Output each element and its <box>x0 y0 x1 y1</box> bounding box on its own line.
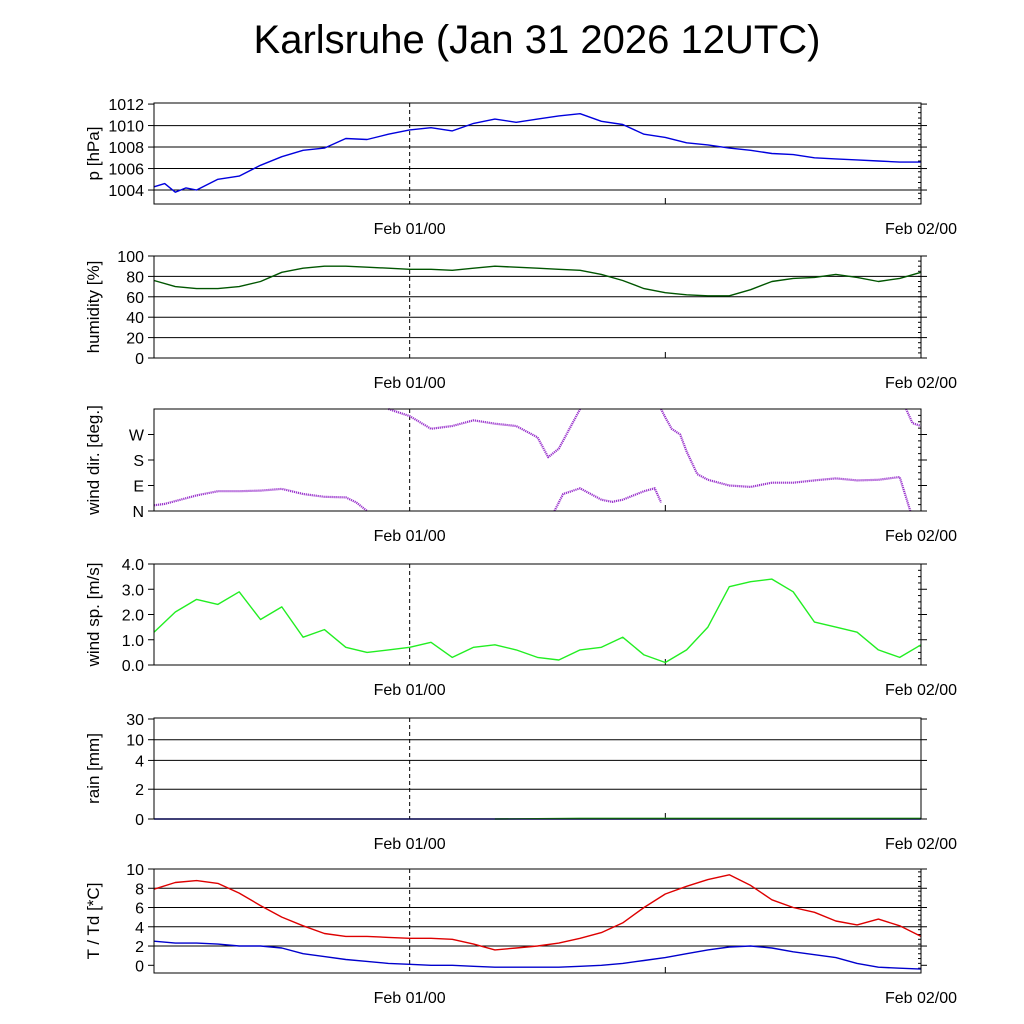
temperature-xtick-label-0: Feb 01/00 <box>374 990 446 1007</box>
pressure-ytick-label-2: 1008 <box>108 140 144 157</box>
humidity-ytick-label-5: 100 <box>117 249 144 266</box>
wind_direction-series-3 <box>660 408 912 512</box>
wind_direction-frame <box>153 408 922 512</box>
wind_speed-ytick-label-0: 0.0 <box>122 658 144 675</box>
temperature-ytick-label-4: 8 <box>135 881 144 898</box>
rain-ytick-label-1: 2 <box>135 782 144 799</box>
humidity-ytick-label-1: 20 <box>126 331 144 348</box>
temperature-ytick-label-3: 6 <box>135 901 144 918</box>
wind_direction-series-0 <box>153 487 368 512</box>
rain-frame <box>153 717 922 820</box>
humidity-axis-title: humidity [%] <box>84 261 103 354</box>
temperature-ytick-label-1: 2 <box>135 939 144 956</box>
wind_speed-series-0 <box>153 578 922 664</box>
temperature-ytick-label-5: 10 <box>126 862 144 879</box>
wind_speed-ytick-label-4: 4.0 <box>122 557 144 574</box>
wind_direction-ytick-label-3: W <box>129 428 145 445</box>
humidity-ytick-label-0: 0 <box>135 351 144 368</box>
rain-axis-title: rain [mm] <box>84 733 103 804</box>
rain-xtick-label-0: Feb 01/00 <box>374 836 446 853</box>
rain-ytick-label-0: 0 <box>135 812 144 829</box>
wind_speed-ytick-label-3: 3.0 <box>122 582 144 599</box>
wind_direction-axis-title: wind dir. [deg.] <box>84 405 103 516</box>
temperature-ytick-label-0: 0 <box>135 958 144 975</box>
rain-ytick-label-4: 30 <box>126 712 144 729</box>
wind_speed-xtick-label-1: Feb 02/00 <box>885 682 957 699</box>
wind_direction-ytick-label-2: S <box>133 453 144 470</box>
temperature-ytick-label-2: 4 <box>135 920 144 937</box>
humidity-xtick-label-1: Feb 02/00 <box>885 375 957 392</box>
rain-xtick-label-1: Feb 02/00 <box>885 836 957 853</box>
wind_speed-frame <box>153 563 922 666</box>
humidity-ytick-label-2: 40 <box>126 310 144 327</box>
pressure-xtick-label-1: Feb 02/00 <box>885 221 957 238</box>
pressure-series-0 <box>153 113 921 193</box>
rain-ytick-label-3: 10 <box>126 733 144 750</box>
pressure-ytick-label-1: 1006 <box>108 162 144 179</box>
pressure-ytick-label-4: 1012 <box>108 97 144 114</box>
temperature-frame <box>153 868 922 974</box>
wind_direction-series-4 <box>905 408 922 428</box>
pressure-frame <box>153 102 922 205</box>
wind_speed-xtick-label-0: Feb 01/00 <box>374 682 446 699</box>
chart-title: Karlsruhe (Jan 31 2026 12UTC) <box>253 18 821 62</box>
wind_speed-axis-title: wind sp. [m/s] <box>84 563 103 668</box>
humidity-xtick-label-0: Feb 01/00 <box>374 375 446 392</box>
humidity-frame <box>153 255 922 359</box>
wind_speed-ytick-label-1: 1.0 <box>122 633 144 650</box>
humidity-series-0 <box>153 265 922 297</box>
temperature-axis-title: T / Td [*C] <box>84 883 103 960</box>
temperature-series-0 <box>153 874 922 951</box>
pressure-ytick-label-0: 1004 <box>108 183 144 200</box>
wind_direction-xtick-label-1: Feb 02/00 <box>885 528 957 545</box>
pressure-xtick-label-0: Feb 01/00 <box>374 221 446 238</box>
wind_speed-ytick-label-2: 2.0 <box>122 608 144 625</box>
temperature-series-1 <box>153 940 922 970</box>
wind_direction-series-2 <box>553 487 663 512</box>
humidity-ytick-label-4: 80 <box>126 269 144 286</box>
rain-ytick-label-2: 4 <box>135 753 144 770</box>
pressure-ytick-label-3: 1010 <box>108 119 144 136</box>
temperature-xtick-label-1: Feb 02/00 <box>885 990 957 1007</box>
wind_direction-series-1 <box>388 407 582 459</box>
pressure-axis-title: p [hPa] <box>84 127 103 181</box>
humidity-ytick-label-3: 60 <box>126 290 144 307</box>
wind_direction-ytick-label-0: N <box>132 504 144 521</box>
wind_direction-xtick-label-0: Feb 01/00 <box>374 528 446 545</box>
wind_direction-ytick-label-1: E <box>133 479 144 496</box>
